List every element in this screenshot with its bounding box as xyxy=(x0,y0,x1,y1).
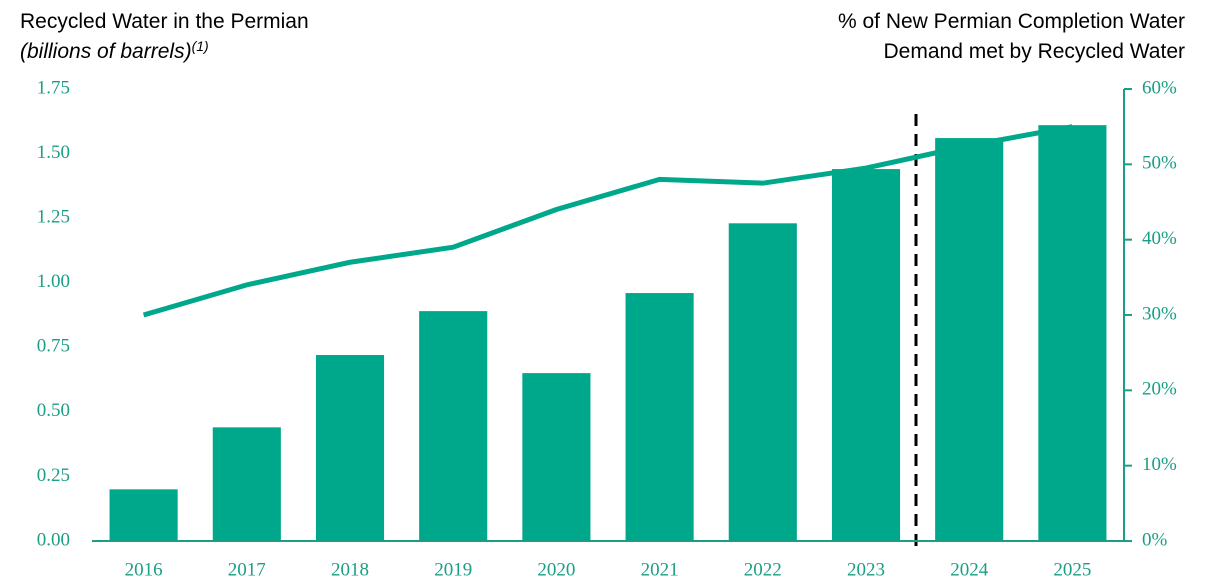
y2-tick-label: 50% xyxy=(1142,153,1177,174)
bar xyxy=(728,223,797,541)
y2-tick-label: 20% xyxy=(1142,379,1177,400)
y2-title: Demand met by Recycled Water xyxy=(884,40,1186,63)
x-tick-label: 2020 xyxy=(537,559,575,580)
chart-title: Recycled Water in the Permian xyxy=(20,10,309,33)
y-tick-label: 0.75 xyxy=(37,336,70,357)
x-tick-label: 2019 xyxy=(434,559,472,580)
x-tick-label: 2024 xyxy=(950,559,989,580)
y2-title: % of New Permian Completion Water xyxy=(838,10,1185,33)
x-tick-label: 2016 xyxy=(125,559,163,580)
x-tick-label: 2018 xyxy=(331,559,369,580)
x-tick-label: 2023 xyxy=(847,559,885,580)
y-tick-label: 1.25 xyxy=(37,207,70,228)
x-tick-label: 2021 xyxy=(641,559,679,580)
y2-tick-label: 40% xyxy=(1142,228,1177,249)
x-tick-label: 2025 xyxy=(1053,559,1091,580)
footnote-marker: (1) xyxy=(192,38,209,54)
x-tick-label: 2017 xyxy=(228,559,266,580)
y-tick-label: 0.50 xyxy=(37,400,70,421)
bar xyxy=(831,169,901,541)
y2-tick-label: 10% xyxy=(1142,454,1177,475)
x-tick-label: 2022 xyxy=(744,559,782,580)
bar xyxy=(315,355,385,541)
bar xyxy=(1038,125,1107,541)
chart-subtitle: (billions of barrels)(1) xyxy=(20,38,209,63)
y-tick-label: 1.00 xyxy=(37,271,70,292)
y-tick-label: 1.75 xyxy=(37,77,70,98)
line xyxy=(142,124,1073,318)
subtitle-text: (billions of barrels) xyxy=(20,40,192,63)
bar xyxy=(625,293,694,541)
y2-tick-label: 0% xyxy=(1142,529,1168,550)
y2-tick-label: 30% xyxy=(1142,303,1177,324)
y-tick-label: 1.50 xyxy=(37,142,70,163)
bar xyxy=(935,138,1004,541)
bar xyxy=(419,311,488,541)
y2-tick-label: 60% xyxy=(1142,77,1177,98)
bar xyxy=(522,373,591,541)
y-tick-label: 0.25 xyxy=(37,465,70,486)
bar xyxy=(109,489,178,541)
y-tick-label: 0.00 xyxy=(37,529,70,550)
bar xyxy=(212,427,281,541)
